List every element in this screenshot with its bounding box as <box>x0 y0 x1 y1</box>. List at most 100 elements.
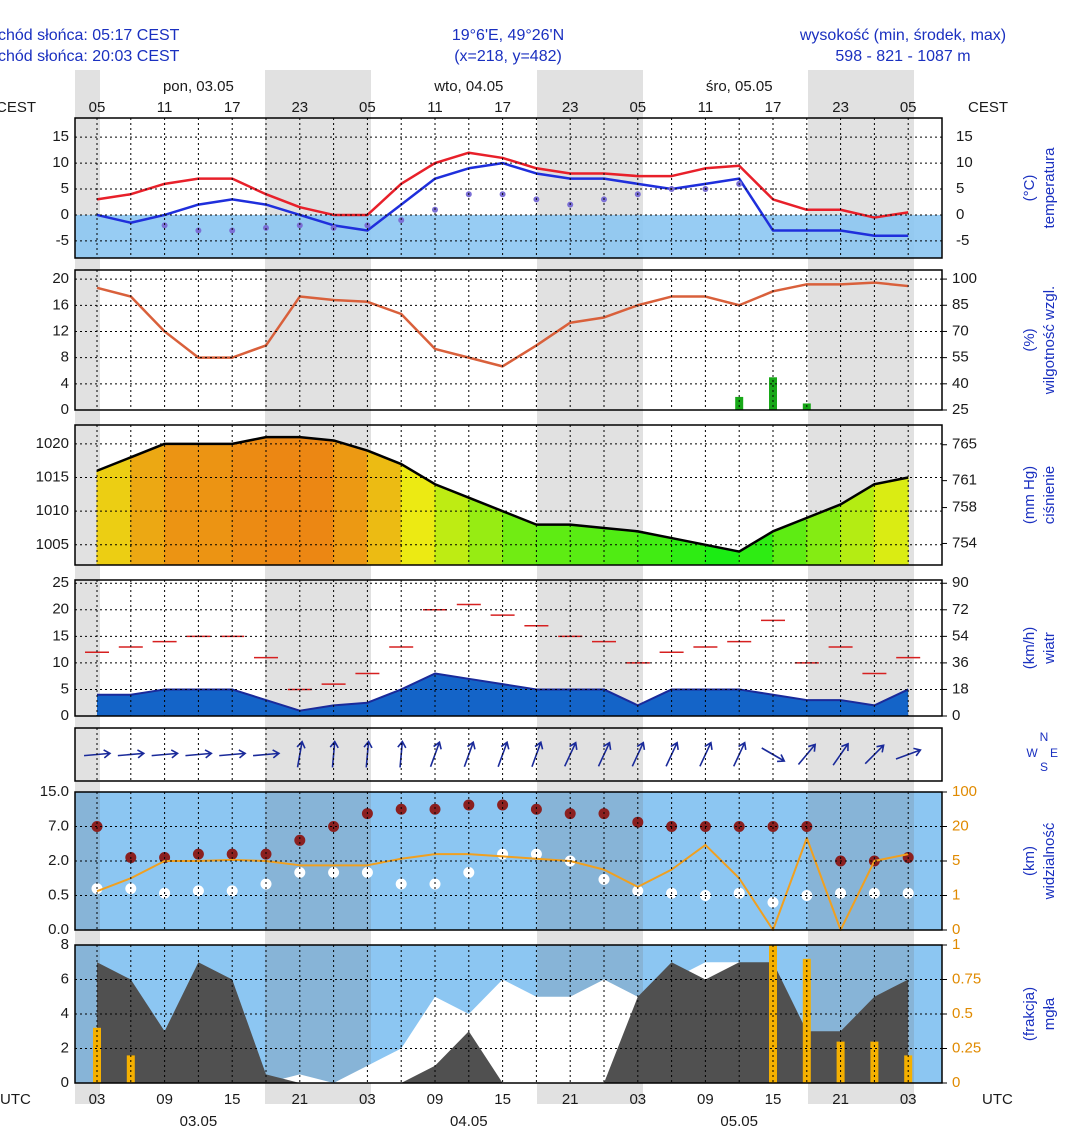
vis-dot <box>767 821 779 832</box>
y-tick-label: 12 <box>52 322 69 339</box>
y2-tick-label: 765 <box>952 436 977 453</box>
y-tick-label: 5 <box>61 680 69 697</box>
top-hour: 23 <box>832 99 849 116</box>
y-tick-label: 15.0 <box>40 783 69 800</box>
y-tick-label: 8 <box>61 349 69 366</box>
y-unit: (km) <box>1021 846 1038 876</box>
pressure-fill <box>265 436 301 566</box>
panel-frame <box>74 579 943 717</box>
fog-bar <box>769 945 777 1083</box>
dot <box>364 222 371 229</box>
sunrise: chód słońca: 05:17 CEST <box>0 27 180 44</box>
pressure-fill <box>468 496 504 566</box>
bottom-hour: 21 <box>562 1091 579 1108</box>
top-hour: 11 <box>427 99 443 116</box>
y-tick-label: 10 <box>52 154 69 171</box>
top-hour: 23 <box>562 99 579 116</box>
compass: W <box>1026 746 1038 760</box>
y2-tick-label: 0 <box>952 707 960 724</box>
vis-dot <box>395 803 407 815</box>
compass: E <box>1050 746 1058 760</box>
vis-dot <box>226 848 238 860</box>
y-tick-label: 8 <box>61 936 69 953</box>
vis-dot <box>733 821 745 832</box>
compass: S <box>1040 760 1048 774</box>
top-hour: 05 <box>359 99 376 116</box>
pressure-fill <box>197 443 233 566</box>
vis-dot <box>192 885 204 897</box>
y-tick-label: 20 <box>52 601 69 618</box>
y-title: mgła <box>1041 997 1058 1030</box>
wind-arrow <box>665 741 679 767</box>
fog-bar <box>126 1055 135 1083</box>
dot <box>330 224 337 231</box>
y-tick-label: 15 <box>52 627 69 644</box>
y2-tick-label: -5 <box>956 232 969 249</box>
vis-dot <box>598 873 610 885</box>
y-title: temperatura <box>1041 147 1058 229</box>
dot <box>263 224 269 231</box>
y2-tick-label: 0.5 <box>952 1005 973 1022</box>
cloud-area <box>97 962 909 1083</box>
y2-tick-label: 754 <box>952 534 977 551</box>
fog-bar <box>836 1041 845 1083</box>
y2-tick-label: 90 <box>952 574 969 591</box>
y-tick-label: 10 <box>52 654 69 671</box>
bottom-date: 03.05 <box>180 1113 218 1130</box>
top-zone: CEST <box>968 99 1008 116</box>
dot <box>161 222 168 229</box>
y2-tick-label: 36 <box>952 654 969 671</box>
dot <box>195 227 202 234</box>
bottom-zone: UTC <box>982 1091 1013 1108</box>
pressure-fill <box>502 510 537 566</box>
y2-tick-label: 18 <box>952 680 969 697</box>
y2-tick-label: 761 <box>952 472 977 489</box>
top-hour: 17 <box>494 99 511 116</box>
y2-tick-label: 20 <box>952 817 969 834</box>
y-tick-label: 4 <box>61 375 69 392</box>
y2-tick-label: 1 <box>952 936 960 953</box>
cold-zone <box>75 214 942 258</box>
wind-fill <box>97 673 909 716</box>
sunset: chód słońca: 20:03 CEST <box>0 48 180 65</box>
y-tick-label: 0 <box>61 206 69 223</box>
elevation: 598 - 821 - 1087 m <box>835 48 970 65</box>
top-hour: 17 <box>224 99 241 116</box>
wind-arrow <box>397 740 407 768</box>
y-tick-label: 16 <box>52 296 69 313</box>
wind-arrow <box>463 740 476 767</box>
bottom-hour: 03 <box>629 1091 646 1108</box>
vis-dot <box>632 885 644 897</box>
y2-tick-label: 54 <box>952 627 969 644</box>
top-hour: 05 <box>900 99 917 116</box>
top-hour: 17 <box>765 99 782 116</box>
y-unit: (frakcja) <box>1021 987 1038 1041</box>
wind-arrow <box>732 741 747 767</box>
bottom-hour: 03 <box>900 1091 917 1108</box>
panel-frame <box>74 424 943 566</box>
bottom-date: 04.05 <box>450 1113 488 1130</box>
top-hour: 23 <box>291 99 308 116</box>
wind-arrow <box>699 741 713 767</box>
wind-arrow <box>497 740 510 767</box>
bottom-hour: 21 <box>291 1091 308 1108</box>
y-tick-label: 20 <box>52 270 69 287</box>
y2-tick-label: 72 <box>952 601 969 618</box>
panel-frame <box>74 944 943 1084</box>
y2-tick-label: 0 <box>952 1074 960 1091</box>
y-unit: (%) <box>1021 328 1038 351</box>
vis-dot <box>328 821 340 832</box>
precip-bar <box>769 377 777 410</box>
wind-arrow <box>429 740 442 767</box>
y-tick-label: 2 <box>61 1039 69 1056</box>
pressure-fill <box>603 527 639 566</box>
top-hour: 05 <box>629 99 646 116</box>
vis-dot <box>226 885 238 897</box>
dot <box>398 217 405 224</box>
top-date: pon, 03.05 <box>163 78 234 95</box>
compass: N <box>1040 730 1049 744</box>
pressure-fill <box>366 449 402 566</box>
y-tick-label: 5 <box>61 180 69 197</box>
y-tick-label: 4 <box>61 1005 69 1022</box>
wind-line <box>97 672 909 712</box>
